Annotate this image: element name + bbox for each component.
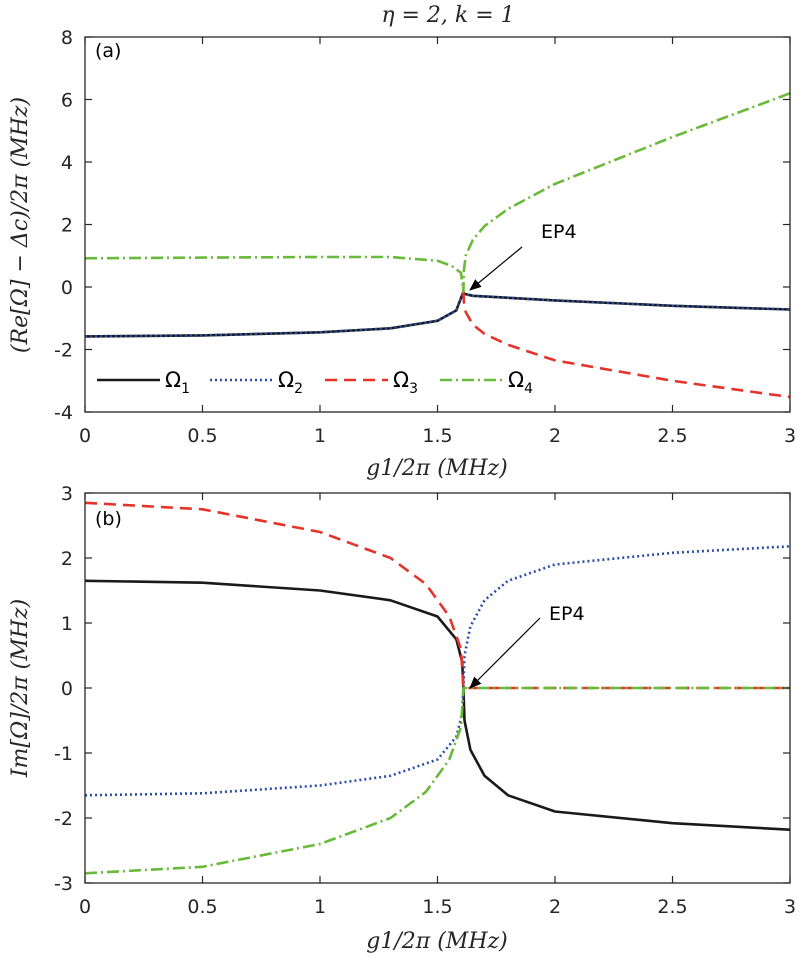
panel-b-y-tick-label: -2 — [54, 808, 73, 830]
panel-a-x-tick-label: 2.5 — [657, 425, 687, 447]
panel-b-ep4-arrow — [469, 617, 541, 689]
legend-label-omega4: Ω4 — [508, 368, 533, 397]
panel-b-ep4-label: EP4 — [549, 603, 585, 625]
panel-b-y-tick-label: 1 — [61, 613, 73, 635]
panel-b-x-tick-label: 1.5 — [422, 896, 452, 918]
panel-b-x-tick-label: 3 — [784, 896, 796, 918]
panel-b-series-omega4 — [84, 686, 790, 875]
panel-b-x-tick-label: 1 — [314, 896, 326, 918]
panel-a-y-ticks: -4 -2 0 2 4 6 8 — [54, 27, 790, 424]
panel-a-series-omega2 — [84, 290, 791, 338]
panel-a-x-tick-label: 3 — [784, 425, 796, 447]
panel-b-x-tick-label: 2.5 — [657, 896, 687, 918]
panel-a-x-ticks: 0 0.5 1 1.5 2 2.5 3 — [79, 37, 796, 447]
panel-b-y-tick-label: 3 — [61, 483, 73, 505]
panel-b-x-tick-label: 0 — [79, 896, 91, 918]
panel-b-x-tick-label: 2 — [549, 896, 561, 918]
legend-label-omega2-sub: 2 — [294, 381, 303, 397]
panel-b-y-tick-label: -1 — [54, 743, 73, 765]
panel-a-x-tick-label: 1.5 — [422, 425, 452, 447]
panel-a-ep4-label: EP4 — [541, 221, 577, 243]
panel-a-y-tick-label: 6 — [61, 90, 73, 112]
panel-a-x-tick-label: 0 — [79, 425, 91, 447]
panel-a-series-omega1 — [84, 290, 791, 338]
panel-b-x-tick-label: 0.5 — [187, 896, 217, 918]
legend-label-omega2: Ω2 — [278, 368, 303, 397]
panel-a-y-tick-label: -4 — [54, 402, 73, 424]
panel-a-x-tick-label: 0.5 — [187, 425, 217, 447]
panel-b-y-tick-label: -3 — [54, 873, 73, 895]
legend-label-omega3-base: Ω — [393, 368, 409, 392]
panel-b-y-tick-label: 2 — [61, 548, 73, 570]
panel-a-x-tick-label: 2 — [549, 425, 561, 447]
panel-b-label: (b) — [95, 508, 122, 530]
legend-label-omega1: Ω1 — [165, 368, 190, 397]
legend: Ω1 Ω2 Ω3 Ω4 — [97, 368, 533, 397]
figure-title: η = 2, k = 1 — [381, 3, 514, 28]
panel-b-ylabel: Im[Ω]/2π (MHz) — [8, 599, 33, 778]
panel-b: 0 0.5 1 1.5 2 2.5 3 -3 -2 -1 0 1 2 3 (b) g1/2π (MHz)… — [8, 483, 796, 954]
panel-a-axes-box — [84, 36, 791, 413]
panel-b-x-ticks: 0 0.5 1 1.5 2 2.5 3 — [79, 493, 796, 918]
panel-a-ylabel: (Re[Ω] − Δc)/2π (MHz) — [8, 97, 33, 353]
legend-label-omega4-sub: 4 — [524, 381, 533, 397]
legend-label-omega4-base: Ω — [508, 368, 524, 392]
panel-a-y-tick-label: 2 — [61, 215, 73, 237]
panel-a-y-tick-label: 4 — [61, 152, 73, 174]
panel-a-y-tick-label: 8 — [61, 27, 73, 49]
legend-label-omega3: Ω3 — [393, 368, 418, 397]
legend-label-omega2-base: Ω — [278, 368, 294, 392]
panel-a-x-tick-label: 1 — [314, 425, 326, 447]
panel-a-y-tick-label: -2 — [54, 340, 73, 362]
panel-a-ep4-arrow — [469, 246, 523, 291]
panel-a-xlabel: g1/2π (MHz) — [366, 456, 507, 481]
panel-a-series-omega3 — [462, 291, 791, 399]
panel-a-label: (a) — [95, 40, 121, 62]
panel-a-series-omega4 — [84, 92, 791, 293]
panel-a-series — [84, 92, 791, 399]
panel-b-series-omega3 — [84, 501, 790, 690]
legend-label-omega1-sub: 1 — [181, 381, 190, 397]
panel-b-series — [84, 501, 791, 875]
panel-b-y-ticks: -3 -2 -1 0 1 2 3 — [54, 483, 790, 895]
panel-b-xlabel: g1/2π (MHz) — [366, 929, 507, 954]
panel-b-y-tick-label: 0 — [61, 678, 73, 700]
legend-label-omega1-base: Ω — [165, 368, 181, 392]
legend-label-omega3-sub: 3 — [409, 381, 418, 397]
panel-a-y-tick-label: 0 — [61, 277, 73, 299]
